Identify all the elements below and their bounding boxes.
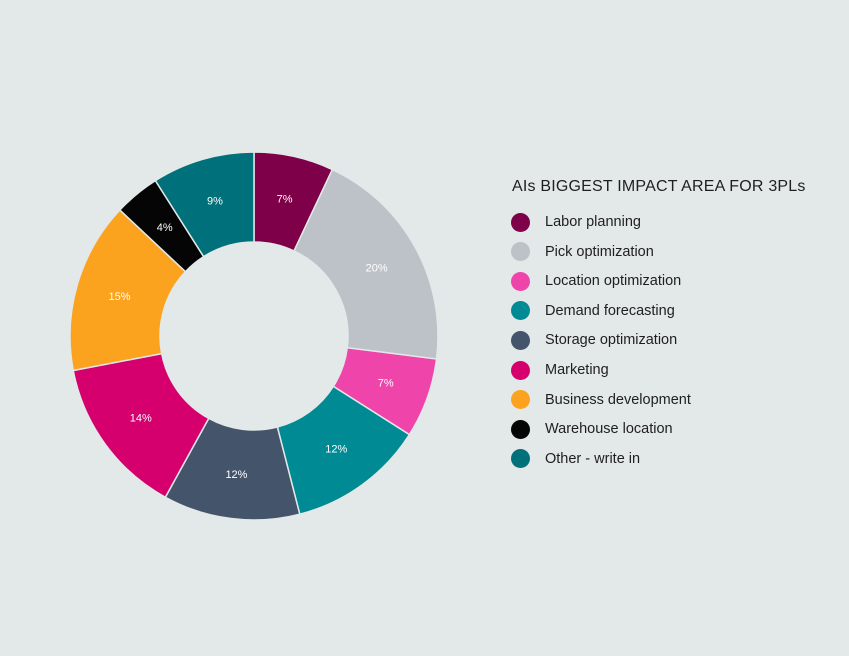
legend-label: Business development bbox=[545, 391, 691, 408]
legend-item-other-write-in: Other - write in bbox=[511, 449, 640, 469]
legend-item-storage-optimization: Storage optimization bbox=[511, 330, 677, 350]
slice-label-location-optimization: 7% bbox=[378, 377, 394, 389]
legend-item-location-optimization: Location optimization bbox=[511, 271, 681, 291]
slice-label-labor-planning: 7% bbox=[277, 193, 293, 205]
slice-label-other-write-in: 9% bbox=[207, 196, 223, 208]
legend-item-pick-optimization: Pick optimization bbox=[511, 242, 654, 262]
slice-label-business-development: 15% bbox=[109, 291, 131, 303]
slice-other-write-in bbox=[154, 151, 255, 258]
legend-swatch bbox=[511, 330, 530, 350]
legend-label: Labor planning bbox=[545, 214, 641, 230]
legend-item-warehouse-location: Warehouse location bbox=[511, 419, 673, 439]
legend-swatch bbox=[511, 271, 530, 291]
legend-item-labor-planning: Labor planning bbox=[511, 212, 641, 232]
legend-swatch bbox=[511, 301, 530, 321]
legend-label: Other - write in bbox=[545, 450, 641, 467]
slice-pick-optimization bbox=[293, 168, 439, 360]
legend-swatch bbox=[511, 449, 530, 469]
slice-label-pick-optimization: 20% bbox=[366, 263, 388, 275]
chart-slices bbox=[69, 151, 439, 521]
legend-label: Storage optimization bbox=[545, 332, 678, 349]
legend-swatch bbox=[511, 242, 530, 262]
legend-swatch bbox=[511, 360, 530, 380]
legend-label: Location optimization bbox=[545, 273, 682, 290]
legend-item-marketing: Marketing bbox=[511, 360, 609, 380]
legend-item-demand-forecasting: Demand forecasting bbox=[511, 301, 675, 321]
slice-label-storage-optimization: 12% bbox=[225, 469, 247, 481]
chart-title: AIs BIGGEST IMPACT AREA FOR 3PLs bbox=[512, 178, 806, 195]
chart-slice-labels: 7% 20% 7% 12% 12% 14% 15% 4% 9% bbox=[109, 193, 394, 481]
legend-label: Marketing bbox=[545, 362, 609, 378]
legend-item-business-development: Business development bbox=[511, 390, 691, 410]
legend-swatch bbox=[511, 390, 530, 410]
slice-label-warehouse-location: 4% bbox=[157, 222, 173, 234]
legend-label: Pick optimization bbox=[545, 243, 654, 260]
chart-legend: AIs BIGGEST IMPACT AREA FOR 3PLs Labor p… bbox=[511, 178, 806, 469]
legend-label: Warehouse location bbox=[545, 421, 673, 438]
slice-business-development bbox=[69, 208, 187, 372]
legend-label: Demand forecasting bbox=[545, 302, 675, 319]
slice-label-demand-forecasting: 12% bbox=[325, 443, 347, 455]
legend-swatch bbox=[511, 419, 530, 439]
slice-label-marketing: 14% bbox=[130, 412, 152, 424]
legend-swatch bbox=[511, 212, 530, 232]
